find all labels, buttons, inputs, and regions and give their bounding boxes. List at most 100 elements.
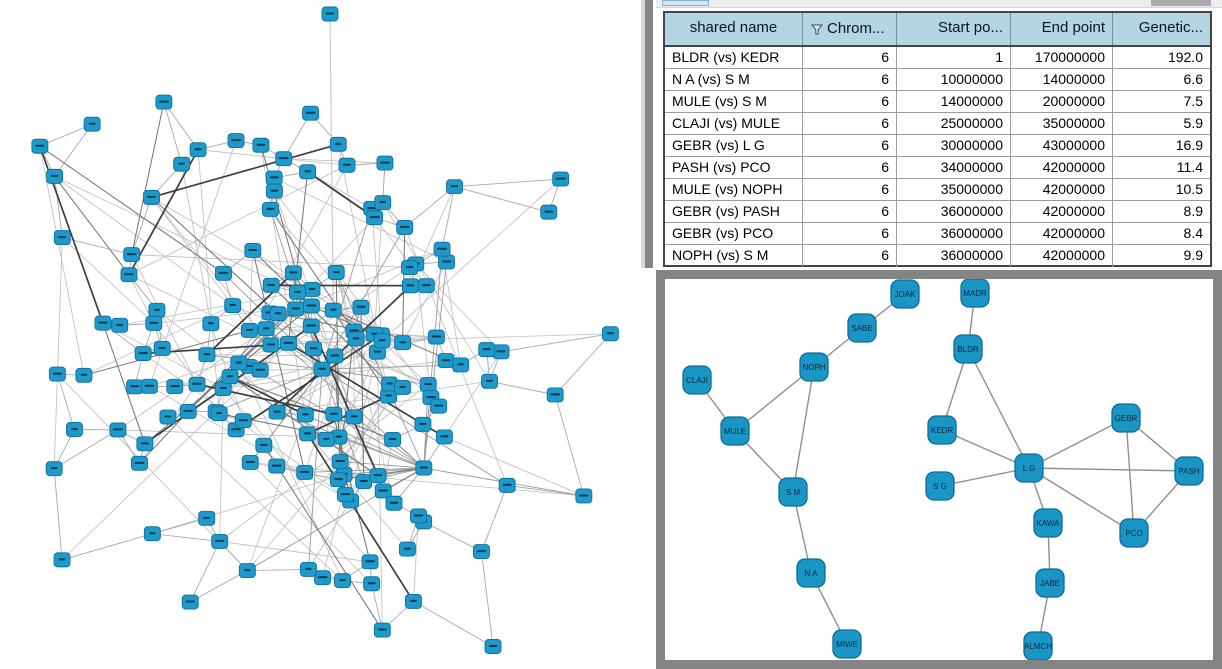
- network-node[interactable]: [241, 455, 259, 470]
- network-node[interactable]: [280, 335, 297, 351]
- network-node[interactable]: [330, 429, 348, 445]
- node-kawa[interactable]: KAWA: [1033, 508, 1063, 538]
- network-node[interactable]: [374, 483, 392, 499]
- network-node[interactable]: [352, 299, 370, 315]
- network-node[interactable]: [302, 318, 320, 334]
- network-node[interactable]: [546, 387, 564, 403]
- network-node[interactable]: [325, 406, 343, 422]
- network-node[interactable]: [327, 265, 345, 280]
- network-node[interactable]: [296, 407, 314, 423]
- node-claji[interactable]: CLAJI: [682, 365, 712, 395]
- network-node[interactable]: [414, 416, 432, 432]
- network-node[interactable]: [336, 487, 354, 503]
- network-node[interactable]: [48, 366, 66, 382]
- network-node[interactable]: [575, 488, 593, 504]
- network-node[interactable]: [224, 298, 242, 314]
- table-row[interactable]: PASH (vs) PCO 6 34000000 42000000 11.4: [665, 157, 1210, 179]
- table-row[interactable]: NOPH (vs) S M 6 36000000 42000000 9.9: [665, 245, 1210, 267]
- network-node[interactable]: [433, 241, 451, 257]
- network-node[interactable]: [394, 335, 412, 351]
- node-sabe[interactable]: SABE: [847, 313, 877, 343]
- network-node[interactable]: [321, 6, 339, 22]
- network-node[interactable]: [369, 468, 387, 484]
- network-node[interactable]: [435, 429, 453, 445]
- network-node[interactable]: [145, 315, 163, 331]
- network-node[interactable]: [398, 541, 416, 557]
- node-almch[interactable]: ALMCH: [1023, 631, 1053, 660]
- network-node[interactable]: [299, 561, 317, 577]
- network-node[interactable]: [230, 355, 248, 371]
- network-node[interactable]: [255, 437, 273, 453]
- network-node[interactable]: [221, 369, 239, 385]
- table-horizontal-scrollbar[interactable]: [656, 0, 1222, 8]
- node-madr[interactable]: MADR: [960, 279, 990, 308]
- table-row[interactable]: BLDR (vs) KEDR 6 1 170000000 192.0: [665, 47, 1210, 69]
- network-node[interactable]: [601, 326, 619, 342]
- network-node[interactable]: [438, 254, 455, 270]
- network-node[interactable]: [159, 409, 177, 425]
- network-node[interactable]: [123, 247, 141, 263]
- network-node[interactable]: [188, 376, 206, 392]
- network-node[interactable]: [302, 298, 320, 314]
- network-node[interactable]: [262, 337, 280, 353]
- scrollbar-thumb[interactable]: [662, 0, 709, 6]
- network-node[interactable]: [452, 357, 470, 373]
- network-node[interactable]: [347, 331, 365, 347]
- network-node[interactable]: [401, 260, 419, 276]
- network-node[interactable]: [143, 189, 160, 205]
- column-header-start-po-[interactable]: Start po...: [897, 13, 1011, 45]
- network-node[interactable]: [338, 157, 356, 173]
- table-row[interactable]: N A (vs) S M 6 10000000 14000000 6.6: [665, 69, 1210, 91]
- network-node[interactable]: [257, 321, 275, 337]
- network-node[interactable]: [251, 362, 269, 378]
- network-node[interactable]: [331, 454, 349, 469]
- column-header-end-point[interactable]: End point: [1011, 13, 1113, 45]
- network-node[interactable]: [53, 230, 71, 246]
- node-pco[interactable]: PCO: [1119, 518, 1149, 548]
- network-node[interactable]: [401, 278, 419, 294]
- network-node[interactable]: [478, 342, 496, 358]
- network-node[interactable]: [244, 243, 262, 258]
- network-node[interactable]: [211, 533, 229, 549]
- network-node[interactable]: [45, 461, 63, 477]
- network-node[interactable]: [430, 398, 448, 414]
- network-node[interactable]: [109, 422, 127, 438]
- network-node[interactable]: [126, 379, 144, 395]
- network-node[interactable]: [373, 333, 391, 349]
- network-node[interactable]: [492, 344, 510, 360]
- network-node[interactable]: [181, 594, 199, 610]
- network-node[interactable]: [269, 306, 287, 322]
- network-node[interactable]: [329, 136, 347, 152]
- network-node[interactable]: [303, 282, 321, 297]
- network-node[interactable]: [334, 573, 351, 589]
- network-node[interactable]: [355, 474, 373, 489]
- network-node[interactable]: [153, 341, 171, 356]
- network-node[interactable]: [65, 422, 83, 437]
- network-node[interactable]: [329, 472, 347, 488]
- node-joak[interactable]: JOAK: [890, 279, 920, 309]
- network-node[interactable]: [324, 302, 342, 318]
- network-node[interactable]: [446, 179, 463, 195]
- network-node[interactable]: [299, 426, 317, 442]
- network-node[interactable]: [134, 346, 152, 362]
- table-row[interactable]: GEBR (vs) L G 6 30000000 43000000 16.9: [665, 135, 1210, 157]
- column-header-chrom-[interactable]: Chrom...: [803, 13, 897, 45]
- network-node[interactable]: [384, 432, 402, 447]
- large-network-view[interactable]: [0, 0, 656, 669]
- network-node[interactable]: [75, 367, 93, 383]
- node-s-g[interactable]: S G: [925, 471, 955, 501]
- network-node[interactable]: [287, 301, 305, 317]
- table-row[interactable]: GEBR (vs) PASH 6 36000000 42000000 8.9: [665, 201, 1210, 223]
- network-node[interactable]: [437, 353, 455, 369]
- network-node[interactable]: [262, 277, 280, 293]
- network-node[interactable]: [136, 436, 154, 452]
- network-node[interactable]: [363, 576, 381, 592]
- network-node[interactable]: [238, 563, 256, 579]
- node-pash[interactable]: PASH: [1174, 456, 1204, 486]
- network-node[interactable]: [417, 278, 435, 294]
- network-node[interactable]: [131, 455, 148, 471]
- node-miwe[interactable]: MIWE: [832, 629, 862, 659]
- table-row[interactable]: MULE (vs) S M 6 14000000 20000000 7.5: [665, 91, 1210, 113]
- network-node[interactable]: [202, 316, 220, 332]
- node-n-a[interactable]: N A: [796, 558, 826, 588]
